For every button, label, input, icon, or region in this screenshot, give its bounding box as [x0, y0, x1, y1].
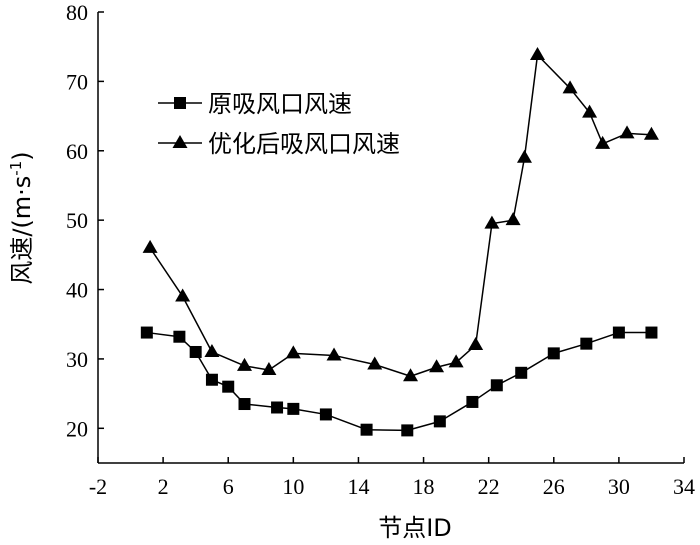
x-axis-ticks: -2 2 6 10 14 18 22 26 30 34	[89, 457, 695, 499]
triangle-marker	[204, 343, 220, 357]
triangle-marker	[505, 212, 521, 226]
square-marker	[360, 423, 373, 436]
triangle-marker	[530, 47, 545, 61]
square-marker	[547, 347, 560, 360]
x-tick-label: 34	[673, 474, 695, 499]
triangle-marker	[516, 149, 532, 163]
square-marker	[433, 415, 446, 428]
square-marker	[189, 345, 202, 358]
triangle-marker	[619, 125, 635, 139]
square-marker	[466, 395, 479, 408]
x-tick-label: 2	[158, 474, 169, 499]
square-marker	[645, 326, 658, 339]
plot-frame	[97, 12, 684, 464]
square-marker	[287, 402, 300, 415]
series-layer	[140, 47, 659, 437]
y-tick-label: 80	[66, 0, 88, 25]
triangle-marker	[367, 356, 383, 370]
triangle-marker	[484, 215, 500, 229]
triangle-marker	[142, 239, 158, 253]
legend-item-optimized: 优化后吸风口风速	[158, 130, 400, 158]
y-tick-label: 50	[66, 208, 88, 233]
triangle-marker	[326, 347, 342, 361]
square-marker	[205, 373, 218, 386]
square-marker	[515, 366, 528, 379]
legend-label-optimized: 优化后吸风口风速	[208, 130, 400, 158]
y-tick-label: 60	[66, 139, 88, 164]
y-axis-title: 风速/(m·s-1)	[7, 151, 36, 284]
y-tick-label: 40	[66, 278, 88, 303]
y-axis-title-superscript: -1	[7, 161, 25, 176]
triangle-marker	[403, 368, 419, 382]
triangle-marker	[595, 135, 611, 149]
square-marker	[140, 326, 153, 339]
square-marker	[490, 379, 503, 392]
y-axis-title-end: )	[8, 151, 36, 160]
square-marker	[173, 330, 186, 343]
y-axis-ticks: 20 30 40 50 60 70 80	[66, 0, 104, 441]
triangle-marker	[468, 337, 484, 351]
triangle-marker	[429, 359, 445, 373]
y-tick-label: 30	[66, 347, 88, 372]
series-1	[140, 326, 658, 437]
square-marker	[580, 337, 593, 350]
triangle-marker	[582, 104, 598, 118]
square-marker	[271, 401, 284, 414]
y-axis-title-main: 风速/(m·s	[8, 176, 36, 285]
legend-item-original: 原吸风口风速	[158, 90, 352, 118]
square-marker	[319, 408, 332, 421]
y-tick-label: 20	[66, 416, 88, 441]
legend: 原吸风口风速 优化后吸风口风速	[158, 90, 400, 158]
series-2	[142, 47, 659, 382]
x-tick-label: 26	[543, 474, 565, 499]
x-tick-label: 14	[347, 474, 369, 499]
triangle-marker	[448, 354, 464, 368]
x-tick-label: 22	[478, 474, 500, 499]
triangle-marker	[261, 362, 277, 376]
y-axis-title-group: 风速/(m·s-1)	[7, 151, 36, 284]
x-axis-title: 节点ID	[378, 514, 452, 542]
triangle-marker	[562, 80, 578, 94]
x-tick-label: 18	[413, 474, 435, 499]
triangle-marker	[285, 345, 301, 359]
x-tick-label: 6	[223, 474, 234, 499]
triangle-marker	[237, 357, 252, 371]
legend-square-marker	[174, 97, 186, 109]
triangle-marker	[643, 126, 659, 140]
square-marker	[238, 398, 251, 411]
square-marker	[612, 326, 625, 339]
square-marker	[401, 424, 414, 437]
legend-label-original: 原吸风口风速	[208, 90, 352, 118]
x-tick-label: 10	[282, 474, 304, 499]
square-marker	[222, 380, 235, 393]
y-tick-label: 70	[66, 69, 88, 94]
x-tick-label: 30	[608, 474, 630, 499]
triangle-marker	[175, 288, 191, 302]
x-tick-label: -2	[89, 474, 107, 499]
legend-triangle-marker	[172, 135, 188, 148]
